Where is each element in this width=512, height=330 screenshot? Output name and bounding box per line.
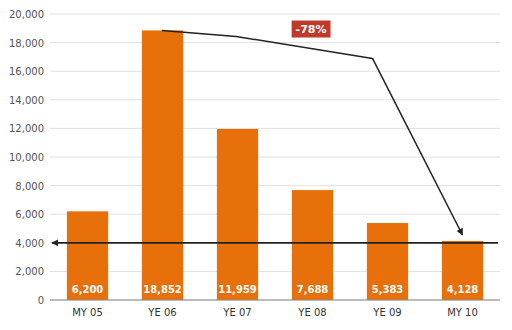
- data-label: 6,200: [72, 284, 104, 295]
- grid-line: [50, 71, 500, 72]
- y-tick-label: 14,000: [9, 95, 44, 106]
- chart-svg: 0 2,000 4,000 6,000 8,000 10,000 12,000 14,000 1…: [0, 0, 512, 330]
- bar: [442, 241, 483, 300]
- grid-line: [50, 271, 500, 272]
- decline-line: [163, 30, 373, 58]
- bar: [67, 211, 108, 300]
- x-tick-label: YE 08: [297, 307, 326, 318]
- bar: [367, 223, 408, 300]
- y-tick-label: 2,000: [15, 266, 44, 277]
- annotation: -78%: [292, 21, 331, 38]
- annotation-box: [292, 21, 331, 38]
- x-tick-label: YE 09: [372, 307, 401, 318]
- grid-line: [50, 157, 500, 158]
- y-tick-label: 10,000: [9, 152, 44, 163]
- x-tick-label: YE 07: [222, 307, 251, 318]
- data-label: 4,128: [447, 284, 479, 295]
- y-tick-label: 12,000: [9, 123, 44, 134]
- chart-container: 0 2,000 4,000 6,000 8,000 10,000 12,000 14,000 1…: [0, 0, 512, 330]
- y-tick-label: 0: [38, 295, 44, 306]
- grid: [50, 14, 500, 300]
- grid-line: [50, 99, 500, 100]
- y-tick-label: 8,000: [15, 181, 44, 192]
- bar: [292, 190, 333, 300]
- x-tick-label: YE 06: [147, 307, 176, 318]
- y-tick-label: 18,000: [9, 38, 44, 49]
- y-tick-label: 4,000: [15, 238, 44, 249]
- x-axis-line: [50, 300, 500, 301]
- reference-line: [52, 242, 498, 244]
- grid-line: [50, 242, 500, 243]
- data-label: 18,852: [143, 284, 182, 295]
- grid-line: [50, 185, 500, 186]
- y-tick-label: 16,000: [9, 66, 44, 77]
- data-label: 11,959: [218, 284, 257, 295]
- decline-arrow: [373, 58, 463, 235]
- grid-line: [50, 214, 500, 215]
- x-tick-label: MY 10: [447, 307, 478, 318]
- grid-line: [50, 300, 500, 301]
- y-tick-label: 6,000: [15, 209, 44, 220]
- bar: [142, 30, 183, 300]
- bar: [217, 129, 258, 300]
- data-label: 5,383: [372, 284, 404, 295]
- bars: [67, 30, 483, 300]
- data-label: 7,688: [297, 284, 329, 295]
- grid-line: [50, 14, 500, 15]
- x-tick-label: MY 05: [72, 307, 103, 318]
- grid-line: [50, 128, 500, 129]
- annotation-text: -78%: [296, 23, 327, 36]
- y-tick-label: 20,000: [9, 9, 44, 20]
